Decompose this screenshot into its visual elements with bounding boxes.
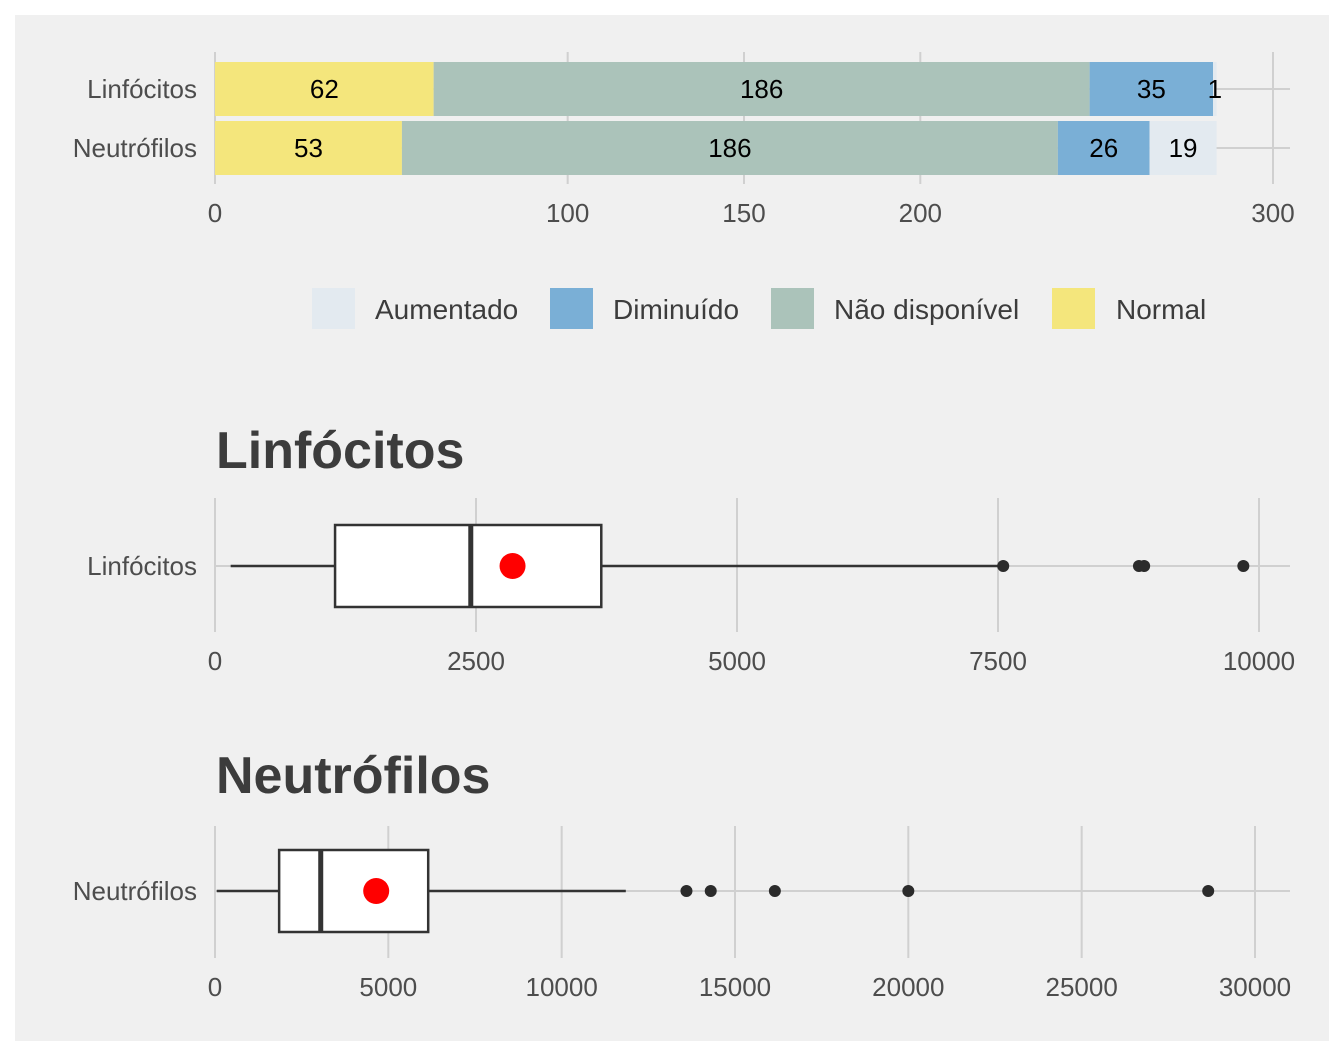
legend-key-normal xyxy=(1052,288,1095,329)
neut-boxplot-outlier-point xyxy=(680,885,693,897)
bar-value-label: 35 xyxy=(1137,74,1166,104)
neut-boxplot-outlier-point xyxy=(704,885,717,897)
legend-label-normal: Normal xyxy=(1116,294,1206,325)
bar-segment-diminuido xyxy=(1057,121,1150,175)
legend-key-nao-disponivel xyxy=(771,288,814,329)
neut-boxplot-mean-point xyxy=(363,878,390,904)
lymph-boxplot-mean-point xyxy=(499,553,526,579)
neut-boxplot-x-tick-0: 0 xyxy=(208,972,222,1002)
lymph-boxplot-x-tick-0: 0 xyxy=(208,646,222,676)
neut-boxplot-title: Neutrófilos xyxy=(216,747,490,805)
legend: Aumentado Diminuído Não disponível Normal xyxy=(312,288,1206,329)
bar-segment-diminuido xyxy=(1089,62,1214,116)
neut-boxplot-outlier-point xyxy=(1202,885,1215,897)
bar-x-tick-200: 200 xyxy=(899,198,942,228)
stacked-bar-chart: 0 100 150 200 300 Linfócitos 62 186 35 1 Neutrófil… xyxy=(73,52,1295,228)
neut-boxplot-x-tick-30000: 30000 xyxy=(1219,972,1291,1002)
lymph-boxplot-category-label: Linfócitos xyxy=(87,551,197,581)
neut-boxplot-x-tick-15000: 15000 xyxy=(699,972,771,1002)
chart-panel xyxy=(15,15,1329,1041)
legend-label-nao-disponivel: Não disponível xyxy=(834,294,1019,325)
lymph-boxplot-x-tick-5000: 5000 xyxy=(708,646,766,676)
lymph-boxplot-box xyxy=(333,523,603,609)
bar-category-label: Linfócitos xyxy=(87,74,197,104)
neut-boxplot-x-tick-5000: 5000 xyxy=(359,972,417,1002)
legend-label-aumentado: Aumentado xyxy=(375,294,518,325)
bar-x-tick-150: 150 xyxy=(722,198,765,228)
bar-value-label: 26 xyxy=(1089,133,1118,163)
neut-boxplot-x-tick-25000: 25000 xyxy=(1046,972,1118,1002)
neut-boxplot-outlier-point xyxy=(902,885,915,897)
bar-segment-aumentado xyxy=(1149,121,1217,175)
bar-x-tick-100: 100 xyxy=(546,198,589,228)
bar-value-label: 53 xyxy=(294,133,323,163)
neut-boxplot: 0 5000 10000 15000 20000 25000 30000 Neutrófilo… xyxy=(73,826,1291,1002)
neut-boxplot-x-tick-20000: 20000 xyxy=(872,972,944,1002)
bar-category-label: Neutrófilos xyxy=(73,133,197,163)
legend-label-diminuido: Diminuído xyxy=(613,294,739,325)
bar-value-label: 62 xyxy=(310,74,339,104)
lymph-boxplot-x-tick-2500: 2500 xyxy=(447,646,505,676)
legend-key-diminuido xyxy=(550,288,593,329)
bar-segment-normal xyxy=(215,121,402,175)
lymph-boxplot-title: Linfócitos xyxy=(216,422,464,480)
bar-value-label: 1 xyxy=(1208,74,1222,104)
lymph-boxplot-x-tick-7500: 7500 xyxy=(969,646,1027,676)
lymph-boxplot-x-tick-10000: 10000 xyxy=(1223,646,1295,676)
bar-value-label: 186 xyxy=(740,74,783,104)
bar-value-label: 186 xyxy=(708,133,751,163)
bar-x-tick-300: 300 xyxy=(1251,198,1294,228)
lymph-boxplot-outlier-point xyxy=(1138,560,1151,572)
lymph-boxplot: 0 2500 5000 7500 10000 Linfócitos xyxy=(87,498,1295,676)
lymph-boxplot-outlier-point xyxy=(997,560,1010,572)
neut-boxplot-box xyxy=(277,848,430,934)
bar-segment-normal xyxy=(215,62,434,116)
neut-boxplot-category-label: Neutrófilos xyxy=(73,876,197,906)
bar-segment-aumentado xyxy=(1213,62,1217,116)
legend-key-aumentado xyxy=(312,288,355,329)
bar-x-tick-0: 0 xyxy=(208,198,222,228)
bar-value-label: 19 xyxy=(1169,133,1198,163)
bar-segment-nao-disponivel xyxy=(401,121,1058,175)
bar-segment-nao-disponivel xyxy=(433,62,1090,116)
neut-boxplot-x-tick-10000: 10000 xyxy=(526,972,598,1002)
lymph-boxplot-outlier-point xyxy=(1237,560,1250,572)
neut-boxplot-outlier-point xyxy=(768,885,781,897)
